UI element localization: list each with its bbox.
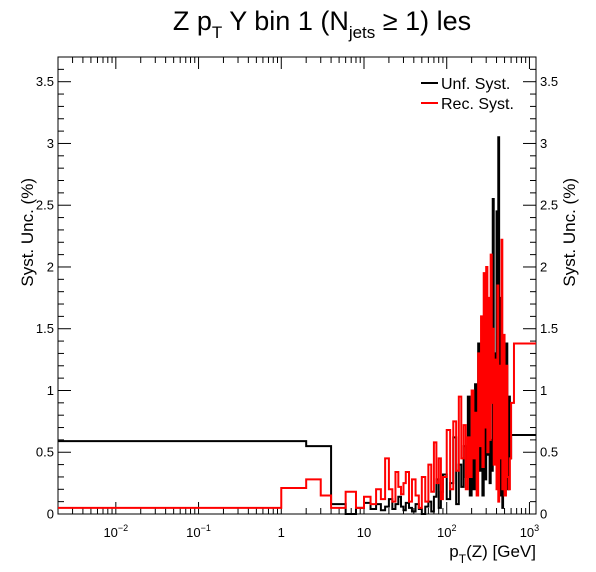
x-axis-label: pT(Z) [GeV] xyxy=(449,542,536,566)
plot-frame xyxy=(57,56,537,515)
y-tick-label-left: 2.5 xyxy=(36,198,54,213)
x-tick-label-base: 10 xyxy=(103,525,117,540)
x-tick-label-base: 10 xyxy=(186,525,200,540)
y-tick-label-right: 2.5 xyxy=(540,198,558,213)
x-tick-label-exponent: 2 xyxy=(451,523,456,533)
y-tick-label-left: 3 xyxy=(47,136,54,151)
chart-title: Z pT Y bin 1 (Njets ≥ 1) les xyxy=(173,6,471,42)
x-tick-label-exponent: −2 xyxy=(118,523,128,533)
x-axis-label-end: (Z) [GeV] xyxy=(466,542,536,561)
y-axis-label-left: Syst. Unc. (%) xyxy=(18,178,37,287)
y-tick-label-left: 1 xyxy=(47,383,54,398)
x-tick-label-base: 1 xyxy=(278,525,285,540)
chart-title-mid: Y bin 1 (N xyxy=(222,6,349,36)
y-tick-label-left: 1.5 xyxy=(36,321,54,336)
y-tick-label-right: 3.5 xyxy=(540,74,558,89)
x-tick-label: 1 xyxy=(278,525,285,540)
x-tick-label: 10−2 xyxy=(103,523,128,540)
x-axis-label-sub: T xyxy=(459,552,467,566)
x-tick-label-base: 10 xyxy=(437,525,451,540)
chart-title-sub1: T xyxy=(212,23,222,42)
x-tick-label-exponent: −1 xyxy=(201,523,211,533)
y-tick-label-right: 1 xyxy=(540,383,547,398)
x-tick-label-exponent: 3 xyxy=(534,523,539,533)
x-axis-label-main: p xyxy=(449,542,458,561)
y-tick-label-right: 3 xyxy=(540,136,547,151)
x-tick-label: 10−1 xyxy=(186,523,211,540)
y-tick-label-right: 0 xyxy=(540,507,547,522)
y-tick-label-left: 0.5 xyxy=(36,445,54,460)
x-tick-label-base: 10 xyxy=(357,525,371,540)
chart-title-end: ≥ 1) les xyxy=(375,6,471,36)
y-tick-label-right: 1.5 xyxy=(540,321,558,336)
x-tick-label-base: 10 xyxy=(520,525,534,540)
y-tick-label-right: 0.5 xyxy=(540,445,558,460)
legend-label: Unf. Syst. xyxy=(441,76,510,93)
plot-border xyxy=(57,56,537,515)
y-tick-label-left: 3.5 xyxy=(36,74,54,89)
y-axis-label-right: Syst. Unc. (%) xyxy=(560,178,579,287)
series-layer xyxy=(58,136,536,515)
legend: Unf. Syst. Rec. Syst. xyxy=(421,76,514,113)
series-line-rec-syst xyxy=(58,238,536,509)
chart-title-main: Z p xyxy=(173,6,212,36)
x-tick-label: 10 xyxy=(357,525,371,540)
chart-title-sub2: jets xyxy=(348,23,375,42)
x-tick-label: 102 xyxy=(437,523,456,540)
y-tick-label-left: 0 xyxy=(47,507,54,522)
legend-label: Rec. Syst. xyxy=(441,96,514,113)
y-tick-label-left: 2 xyxy=(47,259,54,274)
y-tick-label-right: 2 xyxy=(540,259,547,274)
x-tick-label: 103 xyxy=(520,523,539,540)
